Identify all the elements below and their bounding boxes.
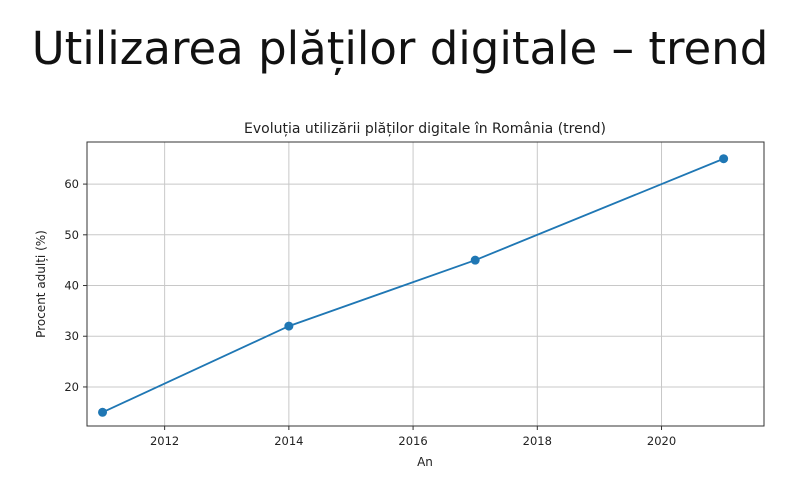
data-point [719,154,729,164]
y-tick-label: 20 [64,380,79,394]
y-tick-label: 30 [64,329,79,343]
grid [87,142,764,426]
x-tick-label: 2018 [523,434,552,448]
plot-frame [86,141,765,427]
slide-title: Utilizarea plăților digitale – trend [31,22,769,75]
x-tick-label: 2012 [150,434,179,448]
series [98,154,729,417]
y-tick-label: 50 [64,228,79,242]
y-axis-label: Procent adulți (%) [34,230,48,338]
series-line [102,157,724,414]
x-tick-label: 2020 [647,434,676,448]
x-axis-label: An [417,455,433,469]
data-point [98,407,108,417]
data-point [284,321,294,331]
y-tick-label: 40 [64,279,79,293]
x-tick-label: 2014 [274,434,303,448]
y-tick-label: 60 [64,177,79,191]
x-tick-label: 2016 [398,434,427,448]
data-point [470,255,480,265]
chart-title: Evoluția utilizării plăților digitale în… [244,121,606,137]
